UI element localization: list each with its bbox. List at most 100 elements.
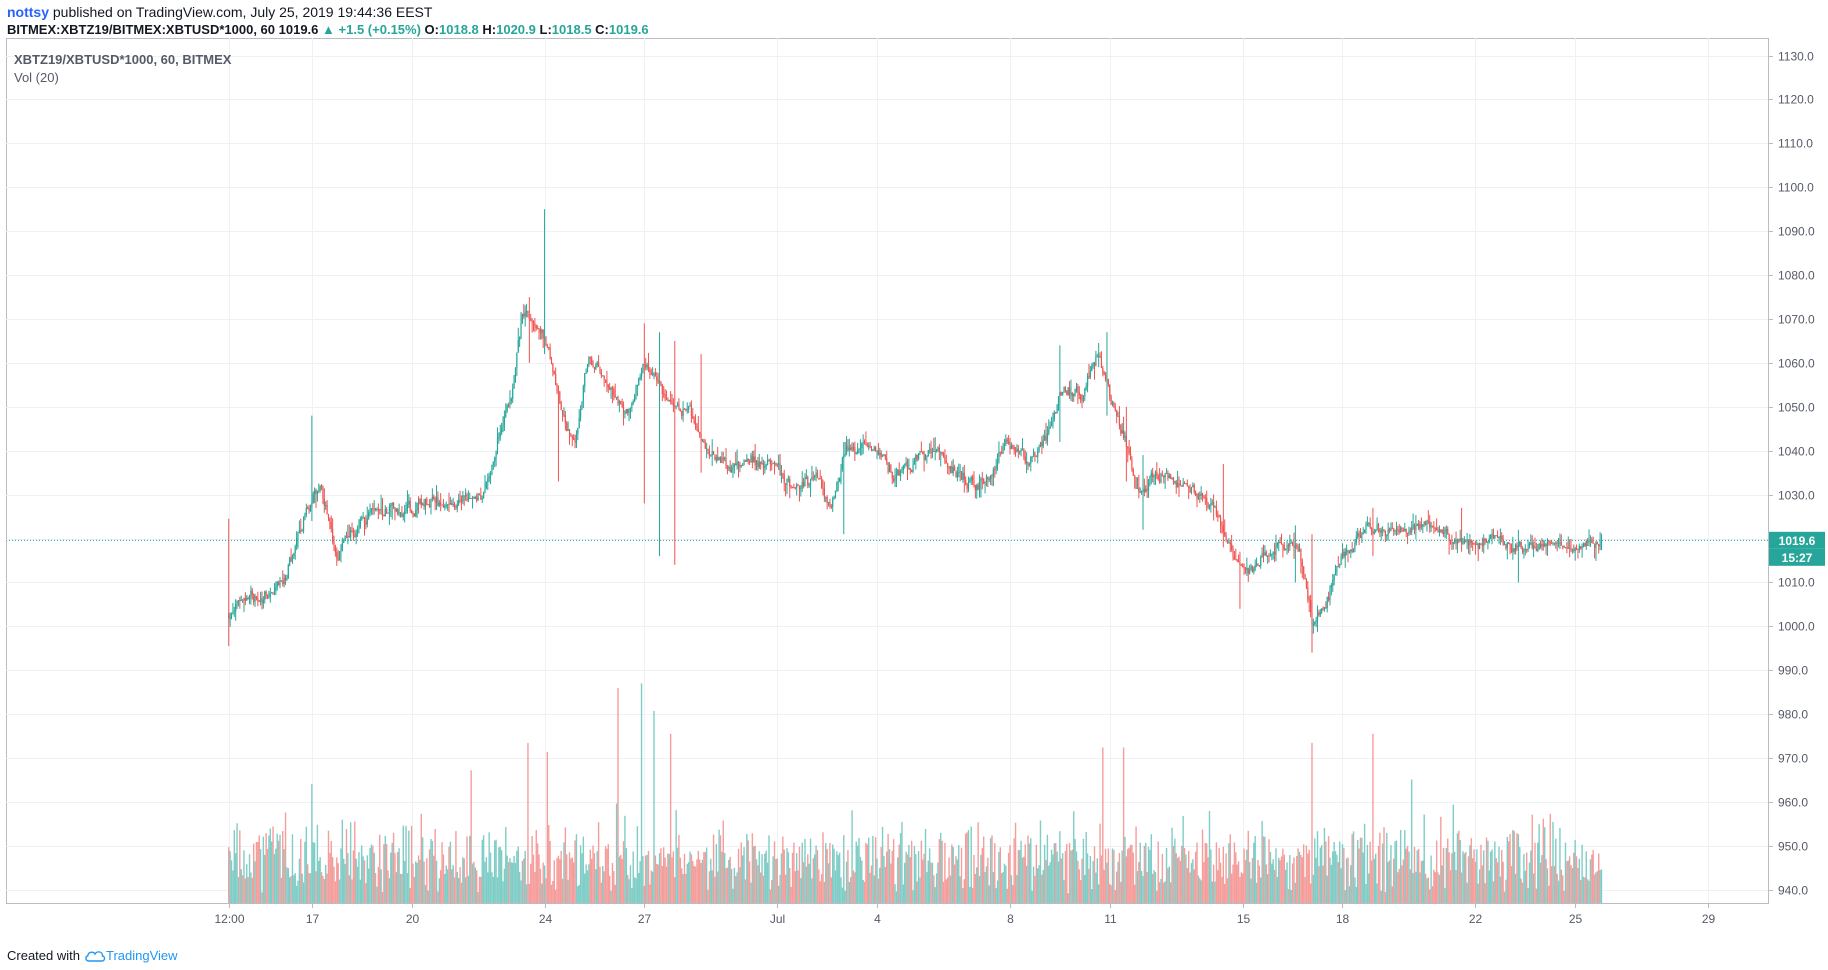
candle-body-down (779, 463, 781, 475)
tradingview-brand[interactable]: TradingView (84, 948, 178, 964)
volume-bar-down (442, 854, 445, 903)
candle-body-up (688, 406, 690, 410)
volume-bar-down (570, 858, 572, 903)
candle-body-down (251, 590, 253, 595)
author-link[interactable]: nottsy (7, 4, 49, 20)
candle-body-up (1021, 449, 1024, 451)
volume-bar-down (1351, 834, 1353, 903)
volume-bar-up (1030, 838, 1032, 903)
candle-body-up (1056, 404, 1058, 413)
candle-body-down (1163, 475, 1165, 478)
volume-bar-down (816, 850, 819, 903)
candle-body-down (1258, 565, 1260, 567)
volume-bar-up (668, 853, 670, 903)
candle-body-down (821, 478, 823, 488)
volume-bar-up (1333, 841, 1335, 903)
candle-body-up (1524, 549, 1526, 551)
time-tick-label: 11 (1104, 912, 1117, 926)
candle-body-up (1375, 529, 1377, 532)
volume-bar-down (326, 873, 328, 903)
up-arrow-icon: ▲ (322, 22, 335, 37)
volume-bar-up (254, 861, 256, 903)
volume-bar-up (541, 883, 543, 903)
volume-bar-up (1089, 856, 1092, 903)
volume-bar-down (300, 838, 302, 903)
candle-body-down (798, 485, 801, 490)
candle-body-up (1096, 356, 1098, 358)
candle-body-up (289, 557, 291, 566)
price-scale[interactable]: 940.0950.0960.0970.0980.0990.01000.01010… (1768, 50, 1815, 898)
volume-bar-down (257, 842, 259, 903)
volume-bar-down (538, 854, 540, 903)
candle-body-up (858, 448, 860, 451)
candle-body-up (632, 401, 634, 404)
candle-body-up (469, 498, 471, 500)
volume-bar-down (413, 877, 416, 903)
candle-body-down (1181, 485, 1183, 487)
volume-bar-down (354, 821, 356, 903)
volume-bar-down (1060, 858, 1062, 903)
volume-bar-down (920, 840, 923, 903)
volume-bar-up (319, 857, 321, 903)
price-tick-label: 1010.0 (1778, 576, 1815, 590)
candle-body-up (631, 403, 633, 408)
candle-body-up (510, 398, 512, 402)
volume-bar-down (1531, 814, 1533, 903)
candle-body-down (611, 387, 614, 390)
candle-body-up (595, 365, 597, 370)
volume-bar-up (876, 858, 878, 903)
volume-bar-down (1343, 847, 1345, 903)
candle-body-up (264, 591, 266, 600)
candle-body-up (949, 466, 952, 469)
volume-bar-up (801, 842, 803, 903)
candle-body-down (568, 429, 571, 435)
volume-bar-down (1471, 858, 1474, 903)
candle-body-down (1549, 542, 1551, 544)
time-tick-label: 12:00 (214, 912, 244, 926)
candle-body-up (311, 502, 313, 508)
volume-bar-down (704, 852, 706, 903)
candle-body-up (1430, 525, 1432, 528)
candle-body-up (1106, 378, 1108, 380)
candle-body-down (712, 451, 715, 455)
volume-bar-down (1081, 858, 1083, 903)
candle-body-down (1477, 543, 1479, 549)
candle-body-down (592, 364, 594, 368)
volume-bar-down (1007, 852, 1010, 903)
volume-bar-down (1125, 856, 1128, 903)
time-scale[interactable]: 12:00 17 20 24 27 Jul 4 8 11 15 18 22 25 29 (214, 903, 1715, 926)
volume-bar-up (1494, 841, 1496, 903)
candle-body-up (732, 467, 734, 469)
candle-body-down (1078, 392, 1080, 395)
candle-body-up (1365, 524, 1367, 530)
volume-bar-down (626, 874, 629, 903)
candle-body-up (502, 425, 504, 429)
volume-bar-down (672, 851, 675, 903)
volume-bar-down (593, 853, 596, 903)
candle-body-down (1024, 456, 1026, 464)
candle-body-up (1059, 392, 1061, 397)
volume-bar-up (1050, 849, 1053, 903)
candle-body-up (399, 512, 402, 514)
candle-body-up (1190, 487, 1193, 493)
candle-body-up (1298, 549, 1301, 552)
volume-bar-up (525, 884, 528, 903)
volume-bar-down (1467, 856, 1470, 903)
close-label: C: (595, 22, 609, 37)
candle-body-down (1012, 445, 1014, 448)
candle-body-down (1134, 475, 1136, 478)
candlestick-chart[interactable]: 940.0950.0960.0970.0980.0990.01000.01010… (0, 0, 1828, 940)
candle-body-down (664, 393, 666, 399)
candle-body-down (1152, 472, 1154, 478)
volume-bar-up (1345, 858, 1348, 903)
candle-body-up (481, 498, 483, 500)
volume-bar-down (1525, 852, 1528, 903)
volume-bar-down (971, 887, 974, 903)
candle-body-up (894, 480, 896, 482)
volume-bar-down (331, 857, 334, 903)
volume-bar-up (295, 885, 298, 903)
volume-bar-up (435, 860, 438, 903)
candle-body-down (1287, 545, 1290, 547)
candle-body-down (965, 480, 967, 485)
candle-body-up (1098, 355, 1100, 357)
